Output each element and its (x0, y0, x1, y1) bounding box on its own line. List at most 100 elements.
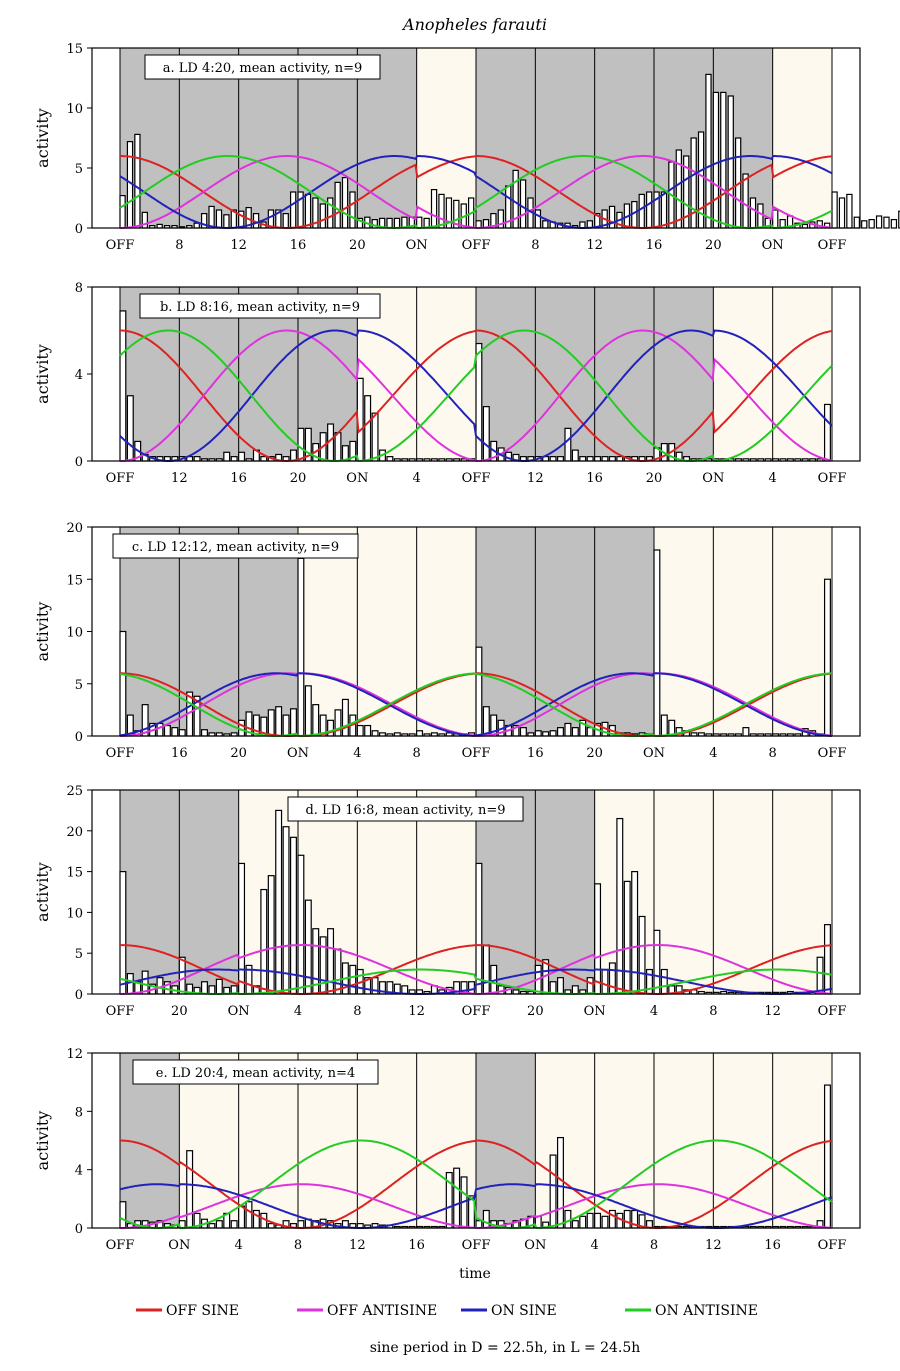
x-tick-label: 20 (349, 238, 366, 253)
figure-title: Anopheles farauti (401, 15, 547, 34)
x-tick-label: 16 (408, 1238, 425, 1253)
panel-5: 0 4 8 12 OFF ON 4 8 12 16 OFF ON 4 8 12 16 OFF activity e.… (33, 1047, 861, 1253)
activity-bar (282, 714, 290, 737)
y-tick-label: 20 (66, 825, 83, 840)
on-antisine-curve (119, 672, 832, 737)
activity-bar (267, 1223, 275, 1229)
y-tick-label: 10 (66, 906, 83, 921)
activity-bar (616, 817, 624, 995)
activity-bar (623, 1209, 631, 1229)
off-antisine-legend-label: OFF ANTISINE (327, 1303, 437, 1319)
y-tick-label: 15 (66, 866, 83, 881)
on-antisine-legend-label: ON ANTISINE (655, 1303, 758, 1319)
legend: OFF SINE OFF ANTISINE ON SINE ON ANTISINE (136, 1303, 758, 1319)
activity-bar (349, 191, 356, 229)
x-tick-label: 12 (527, 471, 544, 486)
activity-bar (571, 1220, 579, 1229)
activity-bar (831, 191, 838, 229)
activity-bar (556, 1136, 564, 1229)
activity-bar (579, 456, 587, 462)
x-tick-label: OFF (462, 471, 491, 486)
panel-title: c. LD 12:12, mean activity, n=9 (132, 540, 339, 555)
x-tick-label: 20 (705, 238, 722, 253)
x-tick-label: OFF (818, 1004, 847, 1019)
x-tick-label: 4 (769, 471, 777, 486)
x-tick-label: ON (406, 238, 428, 253)
x-tick-label: 4 (294, 1004, 302, 1019)
activity-bar (556, 727, 564, 737)
activity-bar (238, 1205, 246, 1229)
activity-bar (334, 432, 342, 462)
activity-bar (193, 456, 201, 462)
y-tick-label: 0 (75, 1222, 83, 1237)
activity-bar (631, 870, 639, 995)
activity-bar (534, 209, 542, 229)
activity-bar (823, 403, 831, 462)
off-sine-curve (119, 943, 833, 995)
on-sine-curve (119, 968, 833, 995)
panel-3: 0 5 10 15 20 OFF 16 20 ON 4 8 OFF 16 20 ON 4 8 OFF activit… (33, 521, 861, 761)
activity-bar (742, 173, 749, 229)
activity-bar (126, 395, 134, 462)
x-tick-label: ON (287, 746, 309, 761)
dark-phase-2 (476, 527, 654, 736)
x-tick-label: 12 (171, 471, 188, 486)
y-tick-label: 0 (75, 222, 83, 237)
y-axis-label: activity (33, 1111, 52, 1171)
x-tick-label: 4 (650, 1004, 658, 1019)
panel-2: 0 4 8 OFF 12 16 20 ON 4 OFF 12 16 20 ON 4 OFF activity b.… (33, 281, 861, 486)
x-tick-label: 4 (413, 471, 421, 486)
light-phase-2 (772, 48, 832, 228)
activity-bar (341, 177, 349, 229)
activity-bar (386, 456, 394, 462)
activity-bar (564, 722, 572, 737)
activity-bar (297, 854, 305, 995)
activity-bar (586, 1212, 594, 1229)
activity-bar (289, 836, 297, 995)
activity-bar (853, 216, 860, 229)
activity-bar (260, 888, 268, 995)
x-tick-label: OFF (106, 1004, 135, 1019)
x-tick-label: ON (584, 1004, 606, 1019)
panel-4: 0 5 10 15 20 25 OFF 20 ON 4 8 12 OFF 20 ON 4 8 12 OFF activ… (33, 784, 861, 1019)
x-tick-label: 12 (586, 238, 603, 253)
activity-bar (586, 727, 594, 737)
activity-bar (482, 1209, 490, 1229)
activity-bar (475, 1220, 483, 1229)
x-tick-label: OFF (462, 746, 491, 761)
activity-bar (742, 727, 750, 737)
on-sine-curve (119, 155, 833, 229)
x-tick-label: 20 (171, 1004, 188, 1019)
activity-bar (556, 977, 564, 995)
x-tick-label: 8 (650, 1238, 658, 1253)
y-tick-label: 8 (75, 1105, 83, 1120)
activity-bar (475, 342, 483, 462)
activity-bar (230, 1220, 238, 1229)
activity-bar (416, 730, 424, 737)
activity-bar (571, 985, 579, 995)
panel-title-box (287, 796, 524, 822)
y-tick-label: 0 (75, 730, 83, 745)
activity-bar (364, 724, 372, 737)
x-tick-label: 8 (175, 238, 183, 253)
activity-bar (890, 219, 898, 229)
y-tick-label: 12 (66, 1047, 83, 1062)
x-tick-label: ON (228, 1004, 250, 1019)
activity-bar (653, 549, 661, 737)
x-tick-label: 16 (586, 471, 603, 486)
activity-bar (898, 210, 900, 229)
activity-bar (230, 456, 238, 462)
activity-bar (349, 964, 357, 995)
activity-bar (178, 956, 186, 995)
activity-bar (156, 722, 164, 737)
x-tick-label: 8 (294, 1238, 302, 1253)
activity-bar (549, 1154, 557, 1229)
activity-bar (356, 724, 364, 737)
activity-bar (542, 731, 550, 737)
activity-bar (519, 179, 527, 229)
activity-bar (571, 727, 579, 737)
activity-bar (334, 948, 342, 995)
x-tick-label: 8 (531, 238, 539, 253)
activity-bar (282, 826, 290, 995)
activity-bar (319, 203, 326, 229)
